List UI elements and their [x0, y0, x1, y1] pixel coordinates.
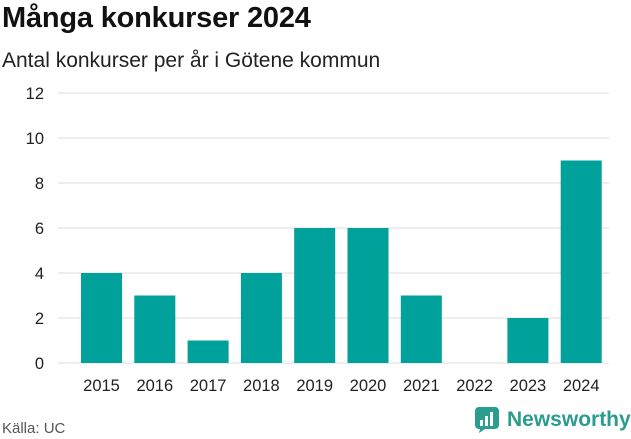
y-tick-label: 8 [35, 175, 44, 193]
bar-2018 [240, 273, 282, 363]
y-tick-label: 12 [26, 85, 44, 103]
bar-2021 [400, 295, 442, 363]
x-tick-label: 2018 [243, 377, 280, 395]
brand-logo[interactable]: Newsworthy [474, 405, 631, 435]
x-tick-label: 2024 [563, 377, 600, 395]
chart-subtitle: Antal konkurser per år i Götene kommun [2, 49, 381, 72]
x-tick-label: 2022 [456, 377, 493, 395]
bar-2017 [187, 340, 229, 363]
bars [81, 160, 602, 363]
x-tick-label: 2019 [296, 377, 333, 395]
chart-title: Många konkurser 2024 [2, 2, 311, 34]
y-tick-label: 0 [35, 355, 44, 373]
source-note: Källa: UC [2, 420, 66, 437]
x-tick-label: 2017 [190, 377, 227, 395]
y-tick-label: 10 [26, 130, 44, 148]
y-tick-label: 4 [35, 265, 44, 283]
x-axis-ticks: 2015 2016 2017 2018 2019 2020 2021 2022 2023 2024 [83, 377, 599, 395]
bar-2019 [294, 228, 336, 363]
bar-2015 [81, 273, 122, 363]
x-tick-label: 2023 [510, 377, 547, 395]
x-tick-label: 2021 [403, 377, 440, 395]
bar-2016 [134, 295, 176, 363]
newsworthy-logo-icon [475, 407, 499, 433]
y-axis-ticks: 0 2 4 6 8 10 12 [26, 85, 44, 373]
bar-2020 [347, 228, 389, 363]
brand-name: Newsworthy [507, 408, 631, 431]
x-tick-label: 2016 [136, 377, 173, 395]
x-tick-label: 2020 [350, 377, 387, 395]
y-tick-label: 2 [35, 310, 44, 328]
x-tick-label: 2015 [83, 377, 120, 395]
y-tick-label: 6 [35, 220, 44, 238]
bar-2024 [560, 160, 602, 363]
bar-2023 [507, 318, 549, 363]
